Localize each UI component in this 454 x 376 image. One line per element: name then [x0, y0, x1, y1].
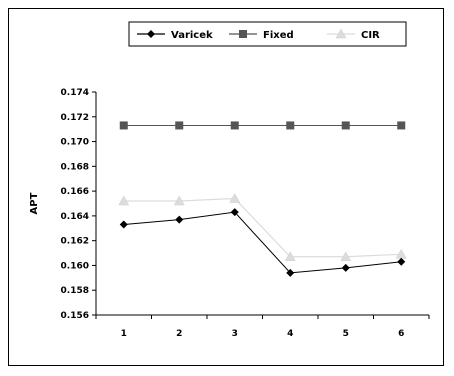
y-axis-title: APT [29, 192, 40, 214]
data-point-cir [395, 248, 407, 259]
legend-label: Varicek [171, 30, 213, 41]
y-tick-label: 0.172 [61, 113, 89, 123]
y-ticks: 0.174 0.172 0.170 0.168 0.166 0.164 0.162 0.160… [61, 88, 96, 321]
legend-label: CIR [361, 30, 380, 41]
chart-frame: Varicek Fixed CIR 0.174 0.172 0.170 0.168 0.16… [8, 8, 444, 366]
legend-item-fixed: Fixed [229, 30, 294, 41]
data-point-fixed [286, 121, 295, 130]
y-tick-label: 0.160 [61, 261, 89, 271]
data-point-cir [118, 195, 130, 206]
series-fixed [119, 121, 406, 130]
legend-item-varicek: Varicek [137, 30, 213, 41]
y-tick-label: 0.168 [61, 162, 89, 172]
legend-marker [147, 30, 155, 38]
data-point-fixed [175, 121, 184, 130]
legend-label: Fixed [263, 30, 294, 41]
legend-item-cir: CIR [327, 28, 380, 41]
data-point-varicek [230, 208, 239, 217]
y-tick-label: 0.158 [61, 286, 89, 296]
x-tick-label: 5 [343, 329, 349, 339]
series-line-varicek [123, 211, 402, 274]
data-point-varicek [119, 220, 128, 229]
data-point-varicek [286, 268, 295, 277]
series-layer [118, 121, 407, 277]
y-tick-label: 0.156 [61, 311, 89, 321]
data-point-fixed [230, 121, 239, 130]
legend-box [128, 21, 407, 47]
y-tick-label: 0.170 [61, 138, 89, 148]
x-tick-label: 2 [176, 329, 182, 339]
data-point-varicek [175, 215, 184, 224]
y-tick-label: 0.174 [61, 88, 89, 98]
data-point-cir [284, 251, 296, 262]
legend-marker [239, 30, 247, 38]
x-ticks: 1 2 3 4 5 6 [95, 315, 430, 339]
legend: Varicek Fixed CIR [128, 21, 407, 47]
x-tick-label: 1 [121, 329, 127, 339]
data-point-varicek [397, 257, 406, 266]
line-chart: Varicek Fixed CIR 0.174 0.172 0.170 0.168 0.16… [29, 21, 430, 339]
legend-marker [335, 28, 347, 39]
data-point-cir [229, 193, 241, 203]
series-line-cir [123, 197, 402, 258]
y-tick-label: 0.164 [61, 212, 89, 222]
series-cir [118, 193, 407, 262]
x-tick-label: 4 [287, 329, 293, 339]
x-tick-label: 3 [232, 329, 238, 339]
data-point-varicek [341, 263, 350, 272]
y-tick-label: 0.166 [61, 187, 89, 197]
data-point-fixed [119, 121, 128, 130]
data-point-fixed [341, 121, 350, 130]
series-varicek [119, 208, 406, 277]
y-tick-label: 0.162 [61, 237, 89, 247]
data-point-fixed [397, 121, 406, 130]
data-point-cir [173, 195, 185, 206]
data-point-cir [340, 251, 352, 262]
x-tick-label: 6 [398, 329, 404, 339]
